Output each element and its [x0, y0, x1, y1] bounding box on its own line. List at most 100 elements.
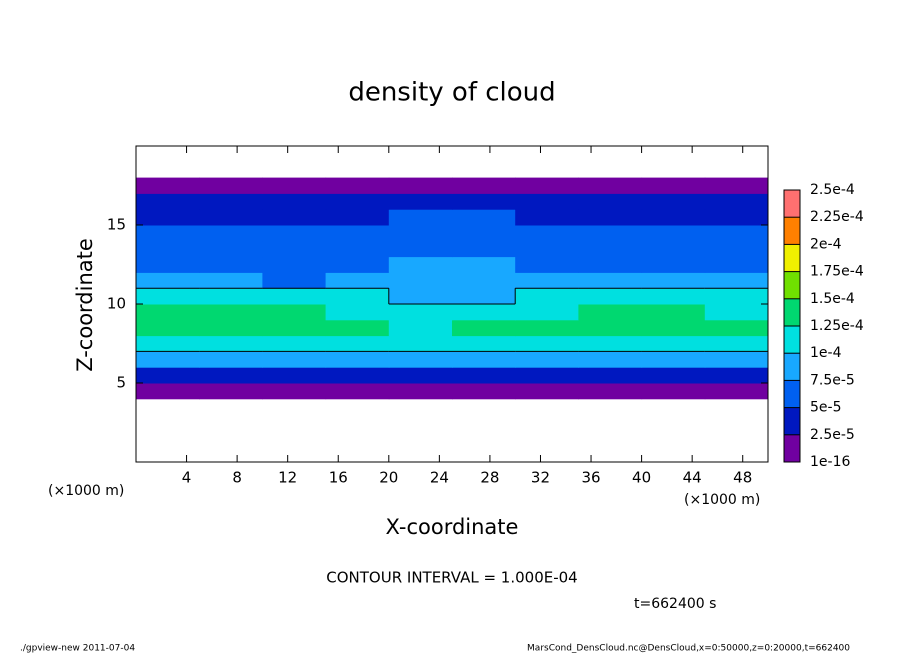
heat-cell	[641, 240, 706, 258]
heat-cell	[388, 272, 453, 289]
y-axis-label: Z-coordinate	[73, 238, 97, 372]
heat-cell	[515, 177, 579, 194]
heat-cell	[199, 193, 263, 210]
heat-cell	[515, 272, 579, 289]
colorbar-label: 2.25e-4	[810, 209, 864, 225]
heat-cell	[325, 304, 390, 321]
heat-cell	[704, 367, 769, 384]
heat-cell	[578, 240, 643, 258]
heat-cell	[262, 240, 327, 258]
heat-cell	[325, 177, 390, 194]
colorbar-label: 1e-16	[810, 454, 850, 470]
heat-cell	[262, 177, 327, 194]
heat-cell	[325, 335, 390, 352]
heat-cell	[199, 319, 263, 337]
x-tick-label: 32	[531, 469, 550, 487]
heat-cell	[515, 383, 579, 400]
x-tick-label: 4	[182, 469, 192, 487]
heat-cell	[199, 256, 263, 273]
x-tick-label: 48	[733, 469, 752, 487]
colorbar-label: 2e-4	[810, 236, 842, 252]
heat-cell	[452, 319, 516, 337]
heat-cell	[388, 335, 453, 352]
heat-cell	[452, 256, 516, 273]
heat-cell	[262, 225, 327, 242]
colorbar-swatch	[784, 244, 800, 272]
heat-cell	[136, 240, 200, 258]
heat-cell	[199, 383, 263, 400]
heat-cell	[641, 304, 706, 321]
heat-cell	[199, 288, 263, 305]
heat-cell	[199, 335, 263, 352]
heat-cell	[641, 367, 706, 384]
y-tick-label: 5	[116, 374, 126, 392]
heat-cell	[136, 209, 200, 226]
heat-cell	[578, 304, 643, 321]
heat-cell	[325, 288, 390, 305]
x-unit: (×1000 m)	[684, 492, 760, 508]
heat-cell	[641, 193, 706, 210]
heat-cell	[136, 256, 200, 273]
heat-cell	[388, 383, 453, 400]
colorbar-label: 2.5e-5	[810, 427, 855, 443]
heat-cell	[515, 225, 579, 242]
heat-cell	[325, 383, 390, 400]
x-tick-label: 28	[480, 469, 499, 487]
heat-cell	[452, 193, 516, 210]
x-tick-label: 12	[278, 469, 297, 487]
heat-cell	[325, 209, 390, 226]
heat-cell	[388, 351, 453, 368]
heat-cell	[388, 193, 453, 210]
heat-cell	[578, 288, 643, 305]
heat-cell	[452, 177, 516, 194]
heat-cell	[578, 225, 643, 242]
heat-cell	[704, 383, 769, 400]
heat-cell	[578, 209, 643, 226]
footer-right: MarsCond_DensCloud.nc@DensCloud,x=0:5000…	[527, 644, 850, 654]
heat-cell	[515, 240, 579, 258]
heat-cell	[641, 351, 706, 368]
heat-cell	[136, 304, 200, 321]
heat-cell	[704, 351, 769, 368]
heat-cell	[199, 272, 263, 289]
colorbar-swatch	[784, 380, 800, 408]
heat-cell	[262, 272, 327, 289]
y-tick-label: 15	[107, 216, 126, 234]
x-tick-label: 36	[581, 469, 600, 487]
heat-cell	[515, 256, 579, 273]
heat-cell	[199, 225, 263, 242]
heat-cell	[388, 240, 453, 258]
heat-cell	[325, 193, 390, 210]
colorbar-label: 2.5e-4	[810, 182, 855, 198]
heat-cell	[262, 209, 327, 226]
colorbar-label: 7.5e-5	[810, 372, 855, 388]
heat-cell	[452, 225, 516, 242]
heat-cell	[388, 256, 453, 273]
heat-cell	[452, 288, 516, 305]
heat-cell	[388, 304, 453, 321]
heat-cell	[452, 367, 516, 384]
heat-cell	[136, 351, 200, 368]
heat-cell	[325, 367, 390, 384]
heat-cell	[515, 351, 579, 368]
heat-cell	[136, 367, 200, 384]
heat-cell	[641, 288, 706, 305]
x-tick-label: 20	[379, 469, 398, 487]
heat-cell	[262, 335, 327, 352]
heat-cell	[325, 256, 390, 273]
heat-cell	[515, 193, 579, 210]
heat-cell	[325, 319, 390, 337]
heat-cell	[262, 319, 327, 337]
heat-cell	[136, 319, 200, 337]
heat-cell	[262, 304, 327, 321]
heat-cell	[515, 209, 579, 226]
x-tick-label: 8	[232, 469, 242, 487]
colorbar-label: 1.25e-4	[810, 318, 864, 334]
colorbar-swatch	[784, 353, 800, 381]
colorbar-swatch	[784, 326, 800, 354]
heat-cell	[136, 288, 200, 305]
heat-cell	[262, 351, 327, 368]
heat-cell	[578, 177, 643, 194]
heat-cell	[199, 240, 263, 258]
